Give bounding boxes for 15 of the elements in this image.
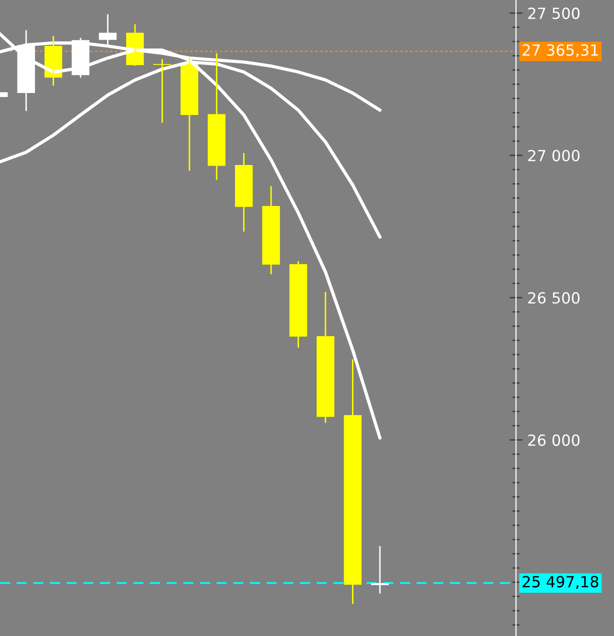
candlestick [316,291,334,424]
line-series [0,31,382,440]
candlestick [153,58,172,124]
ref-line-label: 25 497,18 [522,576,598,590]
candlestick [235,152,253,232]
candlestick [371,545,389,594]
y-tick-label: 27 500 [528,8,580,20]
candlestick [289,260,308,348]
candlestick [344,358,362,605]
candlestick [262,185,280,276]
y-tick-label: 27 000 [528,150,580,162]
candlestick [208,52,226,181]
y-tick-label: 26 500 [528,292,580,304]
y-tick-label: 26 000 [528,434,580,446]
ref-line-label: 27 365,31 [522,44,598,58]
